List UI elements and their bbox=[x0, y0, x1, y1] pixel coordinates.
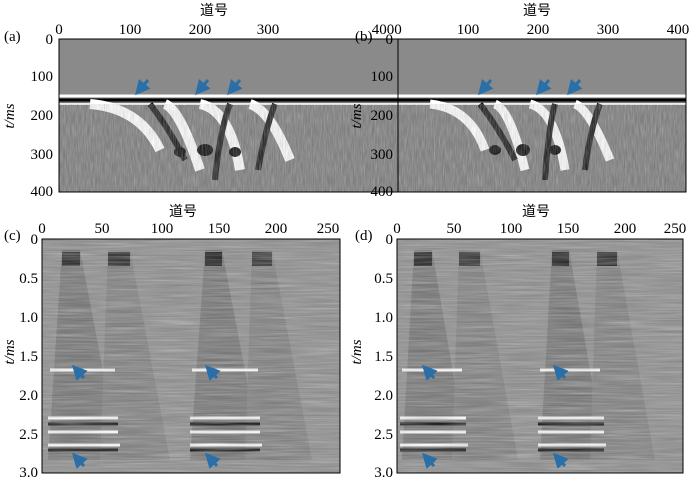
x-tick-c-4: 200 bbox=[265, 221, 288, 237]
y-tick-c-2: 1.0 bbox=[19, 310, 38, 326]
x-ticks-c: 0 50 100 150 200 250 bbox=[38, 221, 339, 237]
plot-frame-c bbox=[41, 238, 341, 474]
x-tick-c-5: 250 bbox=[317, 221, 340, 237]
panel-c: (c) 道号 t/ms bbox=[2, 204, 341, 481]
y-tick-d-4: 2.0 bbox=[374, 388, 393, 404]
x-tick-d-5: 250 bbox=[664, 221, 687, 237]
y-ticks-b: 0 100 200 300 400 bbox=[371, 32, 394, 200]
y-tick-b-3: 300 bbox=[371, 147, 394, 163]
y-tick-c-1: 0.5 bbox=[19, 271, 38, 287]
x-axis-title-c: 道号 bbox=[169, 204, 197, 220]
y-tick-b-2: 200 bbox=[371, 108, 394, 124]
y-tick-c-4: 2.0 bbox=[19, 388, 38, 404]
x-tick-d-1: 50 bbox=[447, 221, 462, 237]
x-tick-c-1: 50 bbox=[95, 221, 110, 237]
y-tick-a-4: 400 bbox=[31, 184, 54, 200]
seismic-image-c bbox=[42, 239, 340, 473]
seismic-image-a bbox=[59, 39, 398, 192]
y-axis-title-a: t/ms bbox=[2, 103, 18, 128]
y-tick-d-1: 0.5 bbox=[374, 271, 393, 287]
panel-a: (a) 道号 t/ms 0 100 200 300 400 bbox=[2, 3, 399, 200]
x-tick-a-0: 0 bbox=[55, 22, 63, 38]
x-tick-b-2: 200 bbox=[527, 22, 550, 38]
y-tick-a-0: 0 bbox=[46, 32, 54, 48]
x-tick-a-3: 300 bbox=[257, 22, 280, 38]
panel-b: (b) 道号 t/ms 0 100 200 300 400 bbox=[349, 3, 689, 200]
x-tick-c-2: 100 bbox=[151, 221, 174, 237]
y-ticks-a: 0 100 200 300 400 bbox=[31, 32, 54, 200]
y-tick-b-0: 0 bbox=[386, 32, 394, 48]
y-axis-title-c: t/ms bbox=[2, 339, 18, 364]
x-ticks-d: 0 50 100 150 200 250 bbox=[393, 221, 686, 237]
x-tick-a-2: 200 bbox=[189, 22, 212, 38]
y-tick-d-5: 2.5 bbox=[374, 427, 393, 443]
y-tick-d-0: 0 bbox=[386, 232, 394, 248]
y-tick-c-6: 3.0 bbox=[19, 465, 38, 481]
y-ticks-c: 0 0.5 1.0 1.5 2.0 2.5 3.0 bbox=[19, 232, 38, 481]
panel-label-b: (b) bbox=[355, 29, 373, 45]
panel-label-c: (c) bbox=[4, 228, 21, 244]
x-ticks-a: 0 100 200 300 400 bbox=[55, 22, 394, 38]
x-tick-d-2: 100 bbox=[500, 221, 523, 237]
x-tick-c-0: 0 bbox=[38, 221, 46, 237]
y-axis-title-b: t/ms bbox=[349, 103, 365, 128]
x-tick-b-3: 300 bbox=[597, 22, 620, 38]
y-tick-a-1: 100 bbox=[31, 69, 54, 85]
y-tick-c-5: 2.5 bbox=[19, 427, 38, 443]
x-tick-c-3: 150 bbox=[208, 221, 231, 237]
plot-frame-d bbox=[396, 238, 684, 474]
y-tick-c-3: 1.5 bbox=[19, 349, 38, 365]
x-tick-d-4: 200 bbox=[614, 221, 637, 237]
y-tick-b-4: 400 bbox=[371, 184, 394, 200]
y-tick-b-1: 100 bbox=[371, 69, 394, 85]
panel-d: (d) 道号 t/ms bbox=[349, 204, 686, 481]
seismic-image-b bbox=[398, 39, 686, 192]
y-tick-c-0: 0 bbox=[31, 232, 39, 248]
x-tick-a-4: 400 bbox=[372, 22, 395, 38]
y-tick-d-6: 3.0 bbox=[374, 465, 393, 481]
y-tick-a-3: 300 bbox=[31, 147, 54, 163]
x-ticks-b: 0 100 200 300 400 bbox=[394, 22, 689, 38]
x-axis-title-d: 道号 bbox=[522, 204, 550, 220]
plot-frame-b bbox=[397, 38, 687, 193]
x-tick-b-1: 100 bbox=[457, 22, 480, 38]
x-axis-title-b: 道号 bbox=[523, 3, 551, 19]
x-tick-b-4: 400 bbox=[667, 22, 690, 38]
panel-label-a: (a) bbox=[4, 29, 21, 45]
x-tick-d-3: 150 bbox=[557, 221, 580, 237]
y-ticks-d: 0 0.5 1.0 1.5 2.0 2.5 3.0 bbox=[374, 232, 393, 481]
y-tick-d-2: 1.0 bbox=[374, 310, 393, 326]
x-axis-title-a: 道号 bbox=[200, 3, 228, 19]
seismic-image-d bbox=[397, 239, 683, 473]
x-tick-d-0: 0 bbox=[393, 221, 401, 237]
panel-label-d: (d) bbox=[355, 228, 373, 244]
y-tick-a-2: 200 bbox=[31, 108, 54, 124]
x-tick-a-1: 100 bbox=[119, 22, 142, 38]
y-tick-d-3: 1.5 bbox=[374, 349, 393, 365]
y-axis-title-d: t/ms bbox=[349, 339, 365, 364]
x-tick-b-0: 0 bbox=[394, 22, 402, 38]
